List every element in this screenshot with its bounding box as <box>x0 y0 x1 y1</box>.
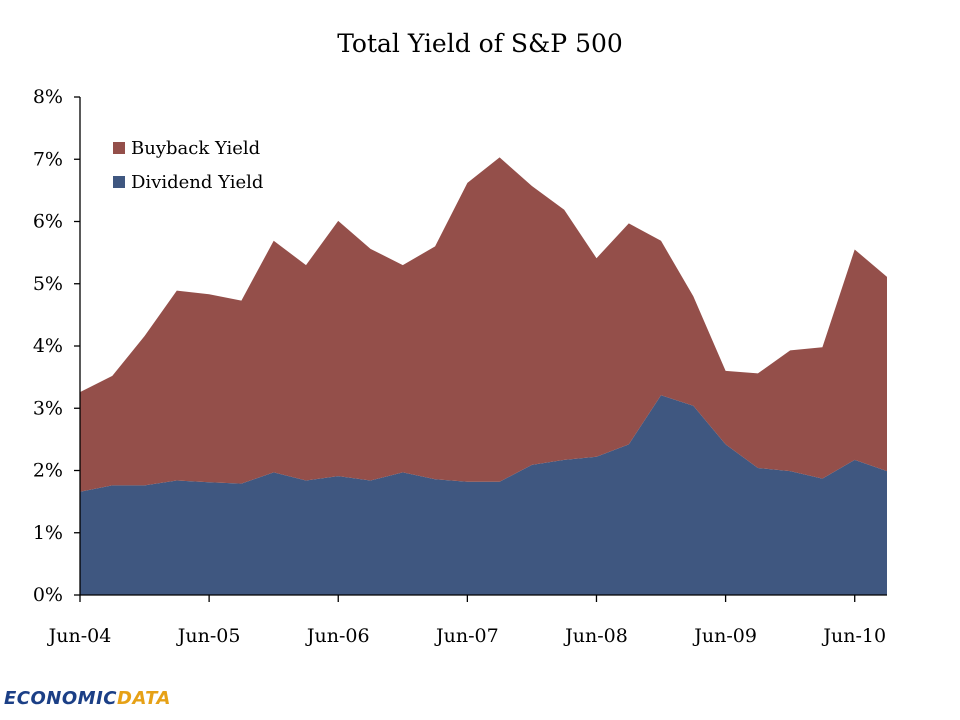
x-axis-ticks: Jun-04 Jun-05 Jun-06 Jun-07 Jun-08 Jun-09 Jun-… <box>47 595 886 647</box>
x-tick-label: Jun-09 <box>692 625 757 647</box>
total-yield-chart: Total Yield of S&P 500 0% 1% 2% 3% 4% 5% 6% 7% 8… <box>33 29 887 647</box>
logo-text-part1: ECONOMIC <box>4 687 117 709</box>
area-dividend-yield <box>80 395 887 595</box>
legend-swatch-buyback <box>113 142 125 154</box>
economicdata-logo: ECONOMIC DATA <box>4 683 171 713</box>
legend-label-buyback: Buyback Yield <box>131 138 260 159</box>
y-tick-label: 8% <box>33 86 63 108</box>
legend-label-dividend: Dividend Yield <box>131 172 263 193</box>
area-buyback-yield <box>80 157 887 492</box>
y-tick-label: 5% <box>33 273 63 295</box>
y-tick-label: 3% <box>33 397 63 419</box>
legend: Buyback Yield Dividend Yield <box>113 138 263 193</box>
y-tick-label: 4% <box>33 335 63 357</box>
y-tick-label: 0% <box>33 584 63 606</box>
x-tick-label: Jun-08 <box>563 625 628 647</box>
y-tick-label: 1% <box>33 522 63 544</box>
x-tick-label: Jun-07 <box>434 625 499 647</box>
logo-text-part2: DATA <box>117 687 171 709</box>
y-tick-label: 6% <box>33 211 63 233</box>
x-tick-label: Jun-10 <box>821 625 886 647</box>
x-tick-label: Jun-04 <box>47 625 112 647</box>
y-tick-label: 2% <box>33 460 63 482</box>
series-areas <box>80 157 887 595</box>
x-tick-label: Jun-05 <box>176 625 241 647</box>
chart-title: Total Yield of S&P 500 <box>337 29 623 58</box>
y-tick-label: 7% <box>33 148 63 170</box>
x-tick-label: Jun-06 <box>305 625 370 647</box>
legend-swatch-dividend <box>113 176 125 188</box>
y-axis-ticks: 0% 1% 2% 3% 4% 5% 6% 7% 8% <box>33 86 80 606</box>
